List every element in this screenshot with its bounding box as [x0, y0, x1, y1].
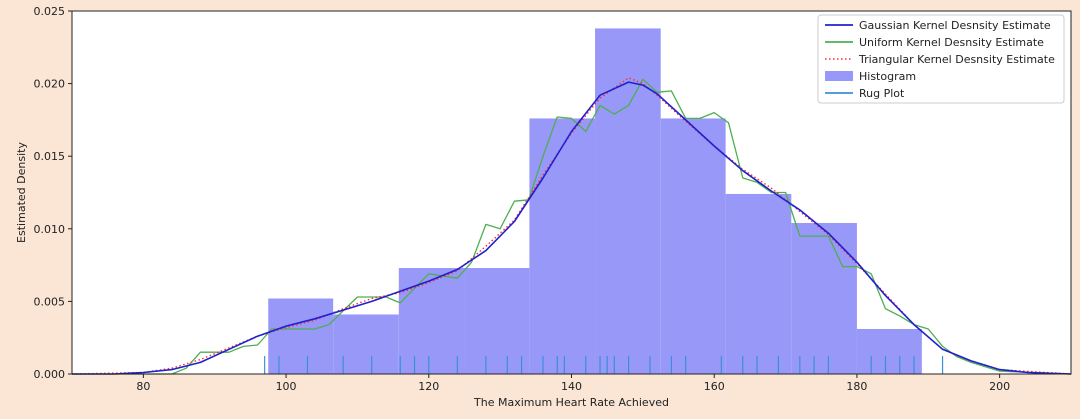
legend-label-histogram: Histogram [859, 70, 916, 83]
legend-label-triangular-kernel-desnsity-estimate: Triangular Kernel Desnsity Estimate [858, 53, 1055, 66]
x-tick-label-120: 120 [418, 380, 439, 393]
histogram-bar-4 [529, 118, 596, 374]
x-tick-label-80: 80 [136, 380, 150, 393]
histogram-bar-0 [268, 298, 334, 374]
x-tick-label-100: 100 [276, 380, 297, 393]
histogram-bar-2 [398, 268, 465, 374]
triangular-kernel-desnsity-estimate-line [71, 77, 1072, 375]
histogram-bar-3 [464, 268, 530, 374]
histogram-bar-5 [595, 28, 661, 374]
histogram-bar-1 [333, 314, 399, 374]
x-axis-ticks: 80 100 120 140 160 180 200 [136, 374, 1010, 393]
y-tick-label-5: 0.025 [34, 5, 66, 18]
legend-swatch-histogram [825, 71, 853, 81]
legend-box [817, 14, 1065, 104]
legend-label-gaussian-kernel-desnsity-estimate: Gaussian Kernel Desnsity Estimate [859, 19, 1051, 32]
legend-label-rug-plot: Rug Plot [859, 87, 905, 100]
x-tick-label-160: 160 [704, 380, 725, 393]
histogram-bar-8 [791, 222, 857, 374]
uniform-kernel-desnsity-estimate-line [72, 78, 1072, 375]
histogram-bar-9 [856, 328, 922, 374]
gaussian-kernel-desnsity-estimate-line [72, 81, 1072, 375]
y-tick-label-4: 0.020 [34, 78, 66, 91]
histogram-layer [268, 28, 922, 374]
y-tick-label-2: 0.010 [34, 223, 66, 236]
histogram-bar-7 [725, 193, 792, 374]
histogram-bar-6 [660, 118, 726, 374]
y-axis-ticks: 0.000 0.005 0.010 0.015 0.020 0.025 [34, 5, 72, 381]
kde-lines-layer [71, 77, 1072, 375]
y-tick-label-1: 0.005 [34, 295, 66, 308]
y-tick-label-0: 0.000 [34, 368, 66, 381]
x-tick-label-200: 200 [989, 380, 1010, 393]
rug-layer [264, 356, 944, 374]
x-tick-label-180: 180 [846, 380, 867, 393]
x-tick-label-140: 140 [561, 380, 582, 393]
y-axis-label: Estimated Density [15, 142, 28, 243]
x-axis-label: The Maximum Heart Rate Achieved [473, 396, 669, 409]
legend: Gaussian Kernel Desnsity Estimate Uniform… [817, 14, 1065, 104]
legend-label-uniform-kernel-desnsity-estimate: Uniform Kernel Desnsity Estimate [859, 36, 1044, 49]
y-tick-label-3: 0.015 [34, 150, 66, 163]
